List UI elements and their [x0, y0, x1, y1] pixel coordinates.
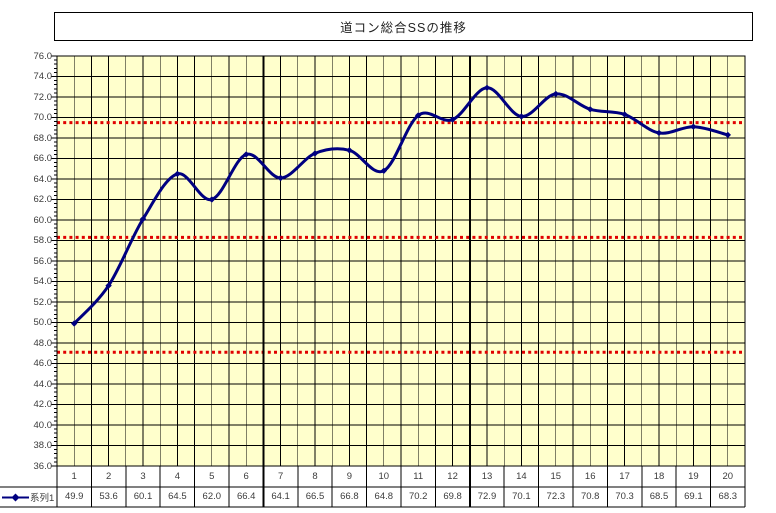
y-axis-tick-label: 64.0: [33, 173, 53, 185]
data-point-marker: [208, 196, 215, 203]
x-category-label: 1: [71, 471, 77, 482]
y-axis-tick-label: 38.0: [33, 440, 53, 451]
table-value-cell: 49.9: [64, 491, 84, 502]
x-category-label: 15: [550, 471, 562, 482]
chart-title-box: 道コン総合SSの推移: [54, 12, 753, 41]
data-point-marker: [483, 84, 491, 91]
data-point-marker: [174, 170, 181, 178]
table-value-cell: 60.1: [133, 491, 153, 502]
x-category-label: 18: [653, 471, 665, 482]
y-axis-tick-label: 52.0: [33, 296, 53, 308]
table-value-cell: 72.9: [477, 491, 497, 502]
legend: 系列1: [0, 488, 56, 506]
table-value-cell: 66.4: [236, 491, 256, 502]
x-category-label: 7: [277, 471, 284, 482]
x-category-label: 10: [378, 471, 390, 482]
table-value-cell: 53.6: [99, 491, 118, 502]
table-value-cell: 66.8: [340, 491, 359, 502]
legend-series-label: 系列1: [30, 493, 55, 504]
x-category-label: 14: [516, 471, 527, 482]
y-axis-tick-label: 36.0: [33, 460, 53, 472]
table-value-cell: 68.3: [718, 491, 738, 502]
chart-title: 道コン総合SSの推移: [340, 21, 467, 35]
x-category-label: 17: [619, 471, 630, 482]
y-axis-tick-label: 70.0: [33, 112, 53, 123]
y-axis-tick-label: 76.0: [33, 50, 53, 62]
table-value-cell: 64.8: [374, 491, 394, 502]
table-value-cell: 70.1: [512, 491, 531, 502]
y-axis-tick-label: 56.0: [33, 255, 53, 267]
table-value-cell: 70.3: [615, 491, 634, 502]
data-point-marker: [139, 215, 147, 223]
y-axis-tick-label: 46.0: [33, 358, 53, 369]
y-axis-tick-label: 68.0: [33, 132, 53, 144]
x-category-label: 2: [105, 471, 112, 482]
data-point-marker: [587, 106, 594, 113]
data-point-marker: [105, 282, 112, 289]
data-point-marker: [552, 90, 559, 98]
series-line-icon: [2, 493, 29, 501]
data-point-marker: [449, 116, 456, 123]
x-category-label: 4: [174, 471, 181, 482]
x-category-label: 16: [584, 471, 596, 482]
data-point-marker: [621, 111, 628, 118]
data-point-marker: [311, 150, 319, 157]
y-axis-tick-label: 60.0: [33, 214, 53, 226]
y-axis-tick-label: 40.0: [33, 419, 53, 431]
y-axis-tick-label: 58.0: [33, 235, 53, 246]
data-point-marker: [724, 131, 731, 139]
x-category-label: 12: [447, 471, 458, 482]
table-value-cell: 68.5: [649, 491, 669, 502]
data-point-marker: [71, 320, 78, 327]
x-category-label: 13: [481, 471, 493, 482]
table-value-cell: 69.1: [684, 491, 703, 502]
y-axis-tick-label: 44.0: [33, 378, 53, 390]
y-axis-tick-label: 50.0: [33, 317, 53, 328]
x-category-label: 3: [140, 471, 146, 482]
data-point-marker: [346, 147, 353, 154]
table-value-cell: 64.1: [271, 491, 290, 502]
x-category-label: 6: [243, 471, 249, 482]
table-value-cell: 62.0: [202, 491, 222, 502]
table-value-cell: 66.5: [305, 491, 325, 502]
data-point-marker: [655, 129, 663, 137]
table-value-cell: 72.3: [546, 491, 566, 502]
x-category-label: 8: [312, 471, 318, 482]
data-point-marker: [415, 112, 422, 119]
y-axis-tick-label: 48.0: [33, 337, 53, 349]
data-point-marker: [690, 123, 697, 130]
data-point-marker: [277, 174, 284, 182]
data-point-marker: [380, 167, 387, 174]
data-point-marker: [243, 151, 250, 158]
table-value-cell: 64.5: [168, 491, 187, 502]
y-axis-tick-label: 42.0: [33, 399, 53, 410]
table-value-cell: 70.8: [580, 491, 600, 502]
y-axis-tick-label: 62.0: [33, 194, 53, 205]
y-axis-tick-label: 54.0: [33, 276, 53, 287]
y-axis-tick-label: 72.0: [33, 91, 53, 103]
x-category-label: 19: [688, 471, 699, 482]
x-category-label: 20: [722, 471, 734, 482]
x-category-label: 5: [209, 471, 215, 482]
data-point-marker: [518, 113, 525, 120]
table-value-cell: 70.2: [408, 491, 428, 502]
x-category-label: 9: [346, 471, 353, 482]
y-axis-tick-label: 66.0: [33, 153, 53, 164]
table-value-cell: 69.8: [443, 491, 462, 502]
y-axis-tick-label: 74.0: [33, 71, 53, 82]
x-category-label: 11: [413, 471, 424, 482]
